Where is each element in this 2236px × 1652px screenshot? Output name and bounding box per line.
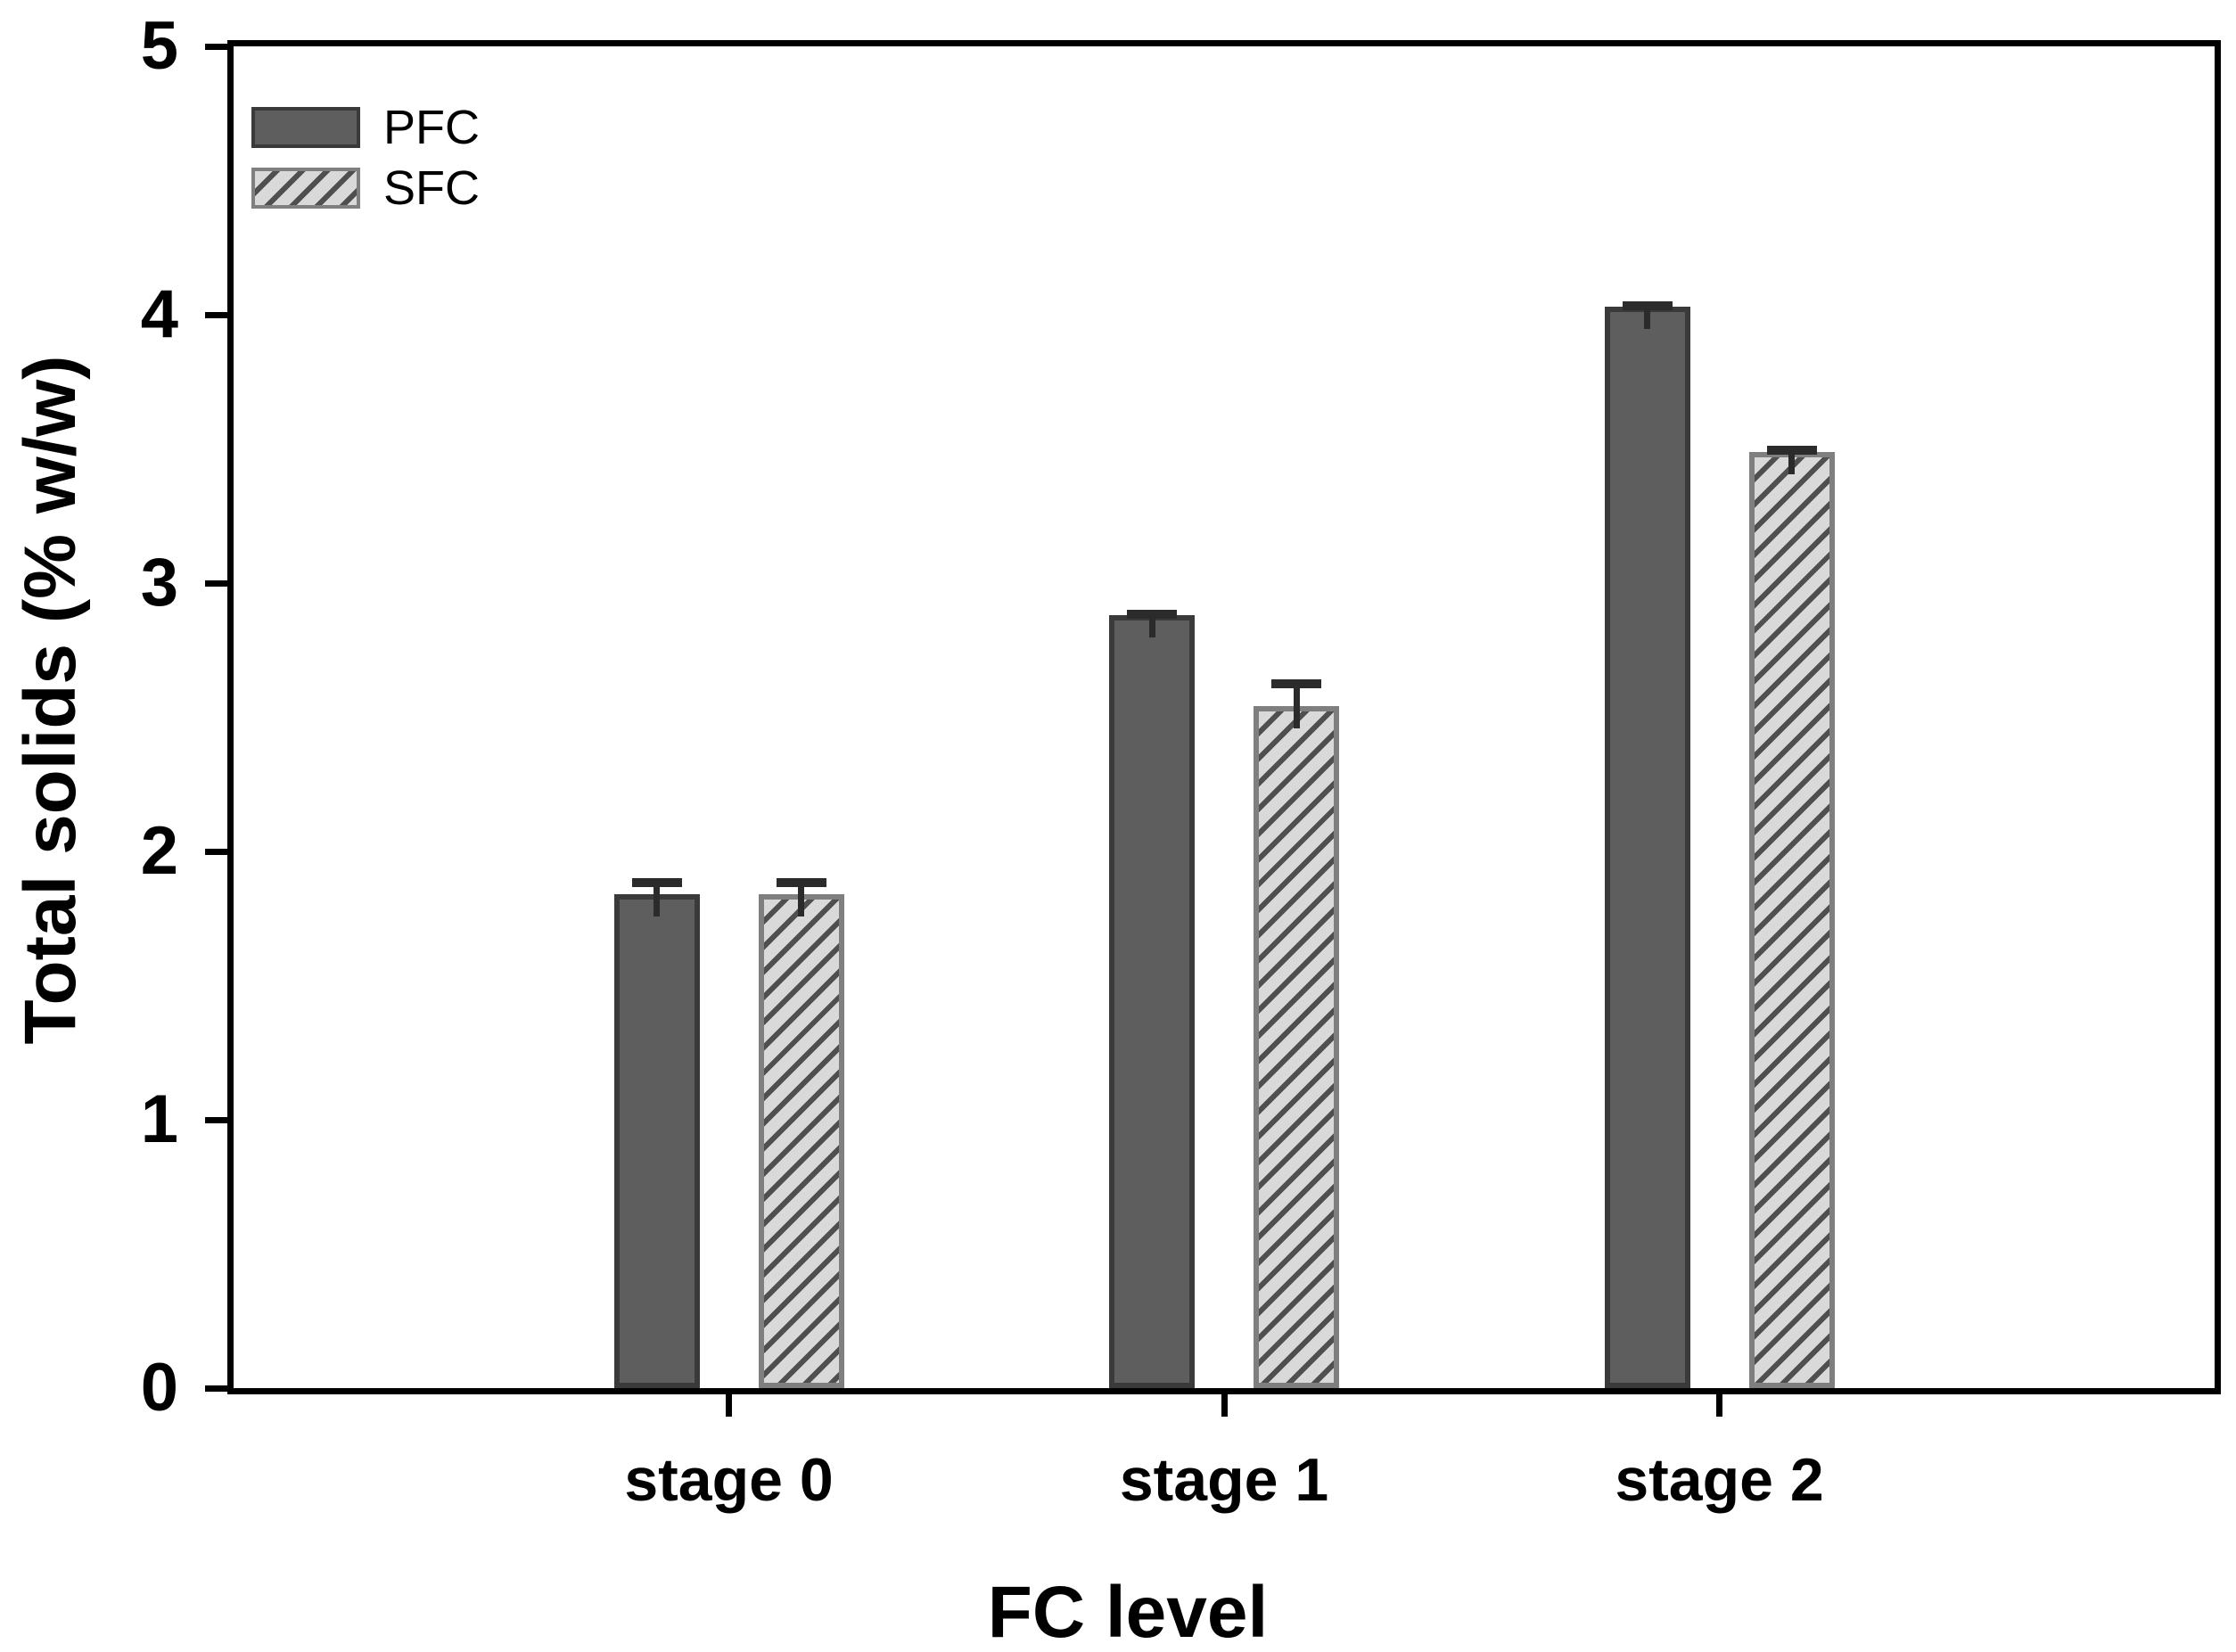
x-axis-tick bbox=[1716, 1394, 1722, 1417]
error-bar-cap bbox=[1622, 300, 1673, 310]
error-bar-stem bbox=[1788, 454, 1795, 474]
plot-area: PFC SFC 0 1 2 3 4 5 stage 0 stage 1 stage 2 bbox=[141, 11, 2221, 1514]
legend-swatch-sfc bbox=[251, 168, 360, 209]
error-bar-cap bbox=[776, 878, 826, 888]
error-bar-cap bbox=[631, 878, 682, 888]
y-axis-tick-label: 3 bbox=[140, 545, 178, 621]
x-axis-category-label: stage 1 bbox=[1119, 1446, 1329, 1514]
y-axis-tick bbox=[205, 579, 227, 587]
x-axis-category-label: stage 2 bbox=[1615, 1446, 1824, 1514]
y-axis-tick-label: 2 bbox=[140, 813, 178, 889]
error-bar-stem bbox=[1644, 308, 1650, 329]
x-axis-title: FC level bbox=[987, 1572, 1269, 1652]
y-axis-tick-label: 1 bbox=[140, 1081, 178, 1157]
y-axis-tick bbox=[205, 1116, 227, 1123]
y-axis-title: Total solids (% w/w) bbox=[10, 355, 91, 1045]
legend-item-sfc: SFC bbox=[251, 164, 480, 212]
legend-label-sfc: SFC bbox=[383, 161, 480, 215]
error-bar-stem bbox=[654, 886, 660, 917]
error-bar-cap bbox=[1271, 679, 1321, 689]
legend-swatch-pfc bbox=[251, 107, 360, 148]
bar-sfc-1 bbox=[1254, 706, 1339, 1388]
bar-pfc-0 bbox=[613, 894, 700, 1388]
error-bar-stem bbox=[1148, 618, 1155, 638]
error-bar-cap bbox=[1127, 610, 1177, 620]
bar-pfc-2 bbox=[1604, 307, 1690, 1388]
y-axis-tick-label: 0 bbox=[140, 1350, 178, 1426]
error-bar-stem bbox=[798, 886, 804, 917]
x-axis-tick bbox=[1221, 1394, 1228, 1417]
error-bar-stem bbox=[1293, 687, 1300, 729]
legend: PFC SFC bbox=[251, 103, 480, 228]
bar-sfc-2 bbox=[1748, 452, 1835, 1388]
legend-label-pfc: PFC bbox=[383, 101, 480, 154]
bar-pfc-1 bbox=[1109, 615, 1195, 1388]
y-axis-tick bbox=[205, 311, 227, 318]
error-bar-cap bbox=[1766, 446, 1817, 456]
y-axis-tick bbox=[205, 1385, 227, 1392]
y-axis-tick bbox=[205, 848, 227, 855]
x-axis-tick bbox=[726, 1394, 732, 1417]
y-axis-tick-label: 5 bbox=[140, 8, 178, 84]
plot-frame bbox=[227, 40, 2221, 1394]
bar-sfc-0 bbox=[758, 894, 844, 1388]
y-axis-tick bbox=[205, 43, 227, 50]
y-axis-tick-label: 4 bbox=[140, 276, 178, 352]
x-axis-category-label: stage 0 bbox=[624, 1446, 834, 1514]
legend-item-pfc: PFC bbox=[251, 103, 480, 152]
